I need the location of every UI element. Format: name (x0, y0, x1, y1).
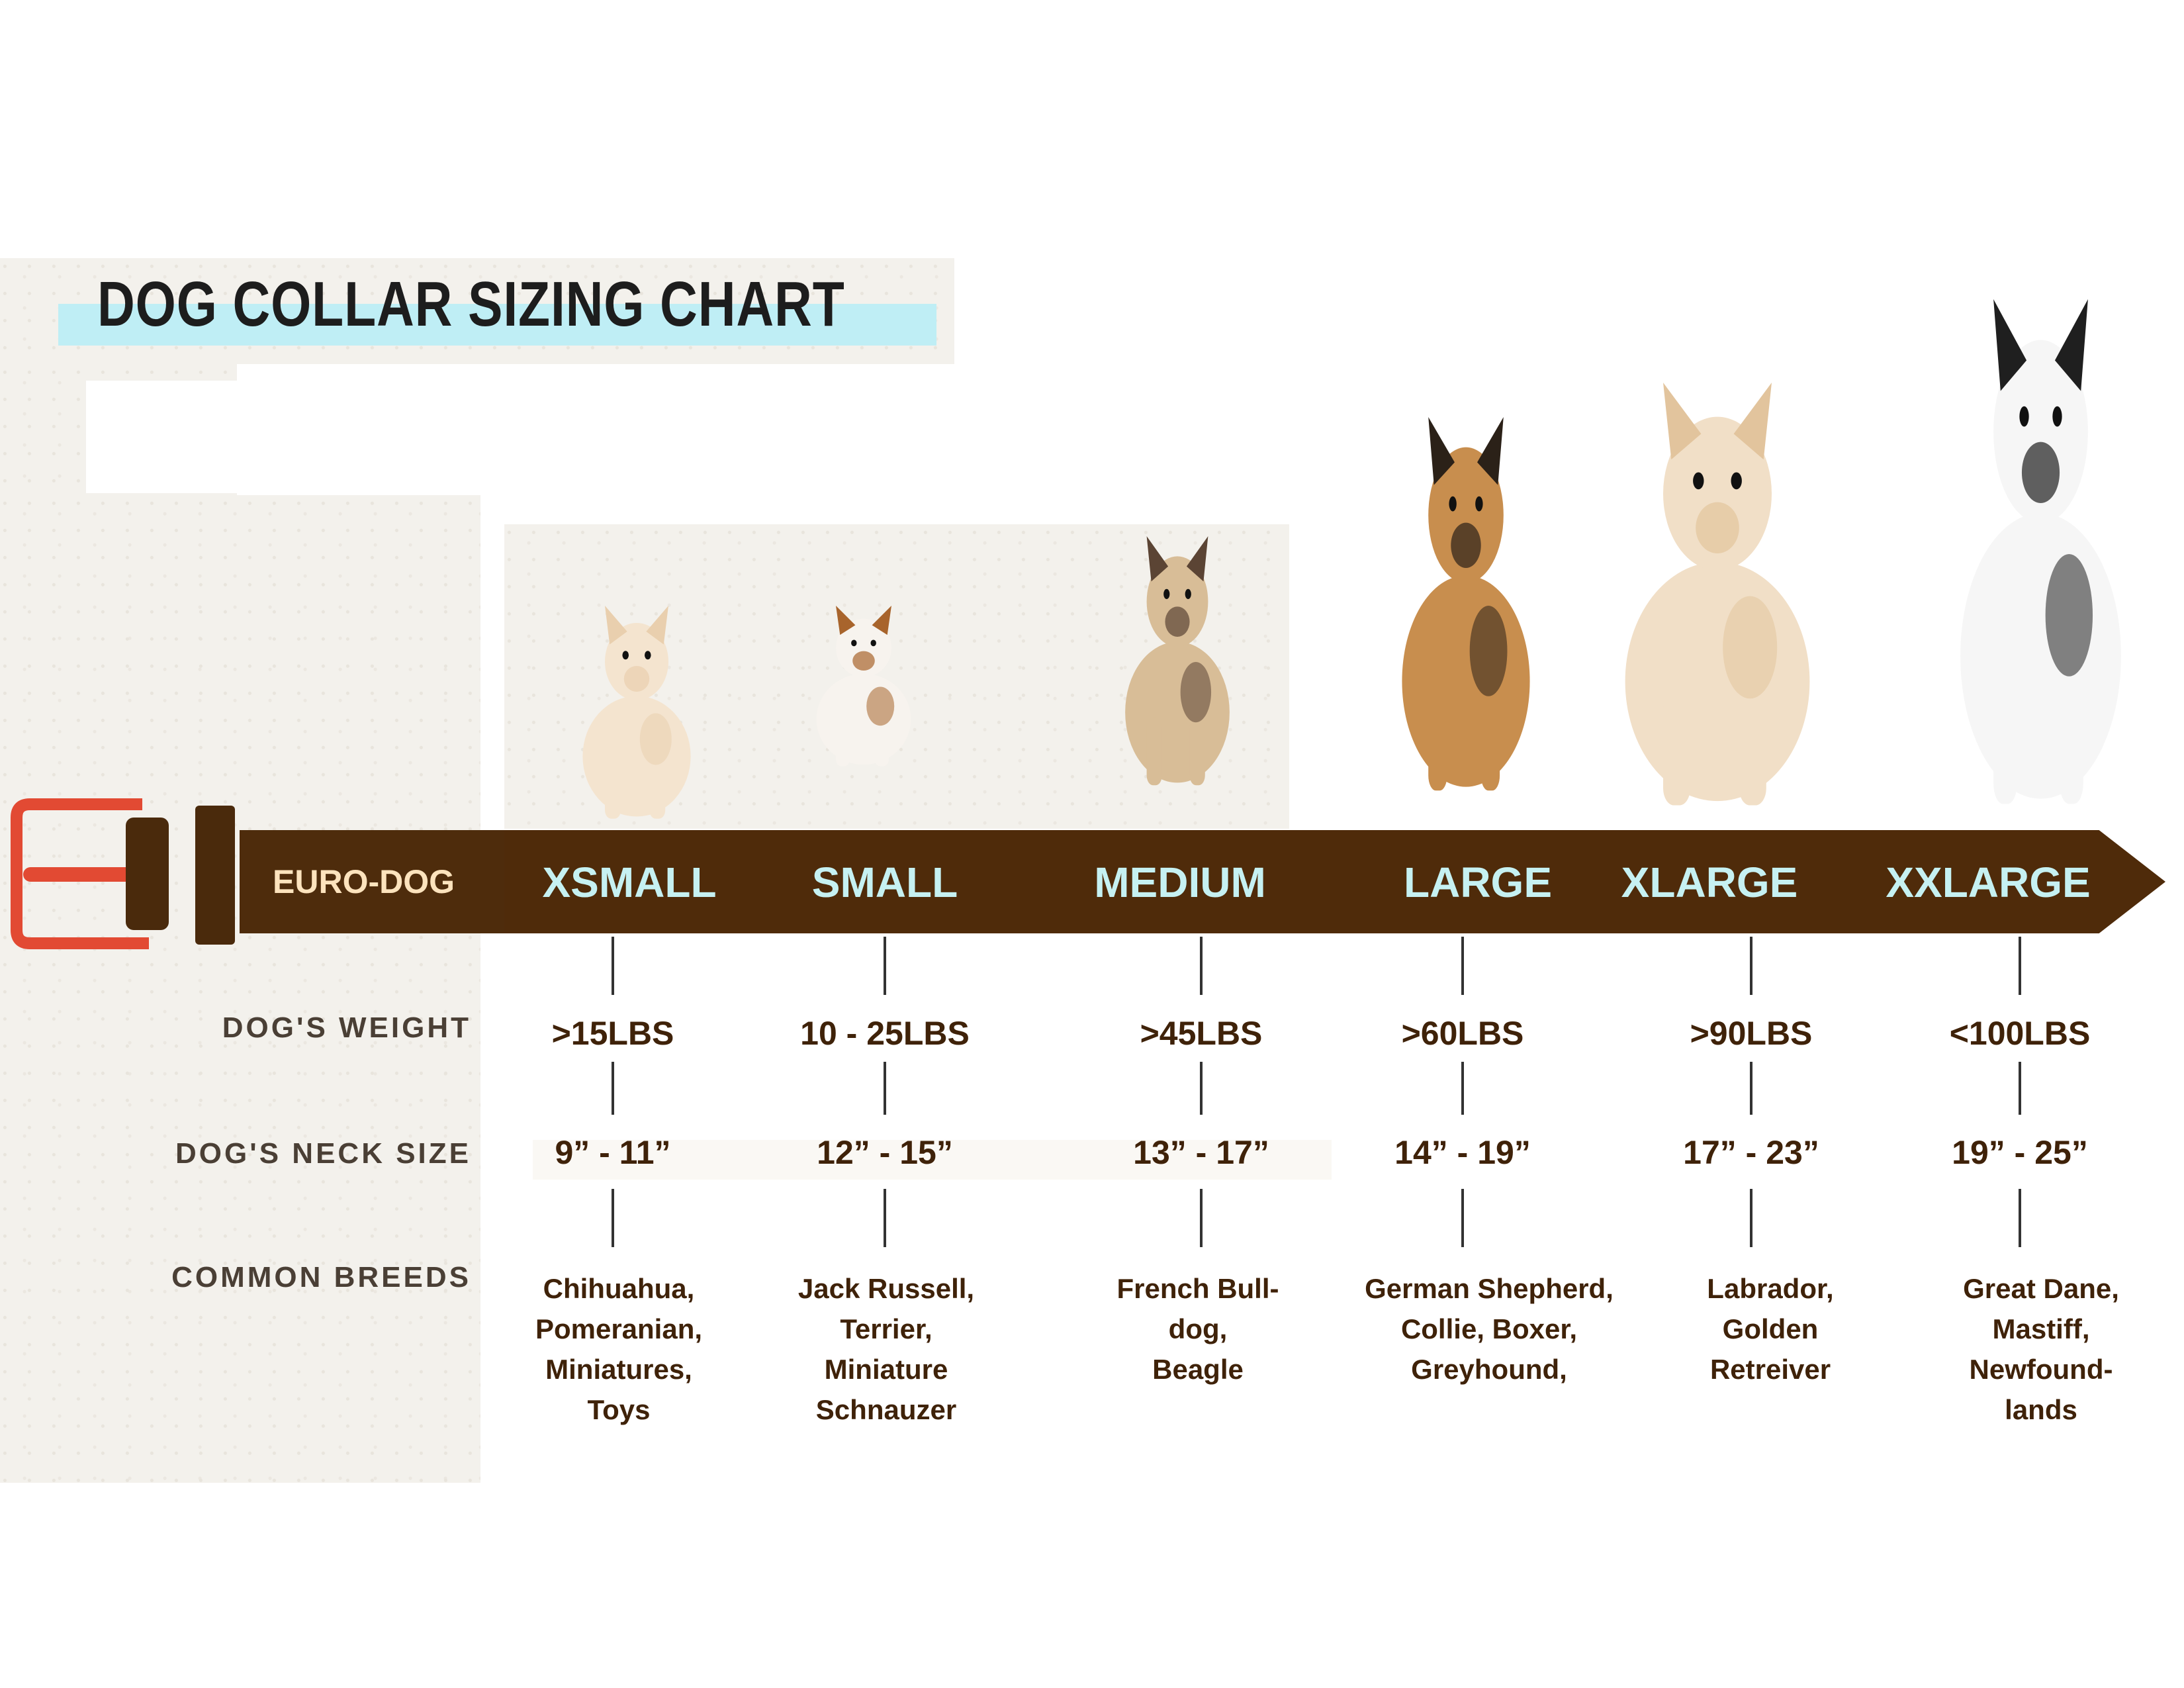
breed-line: Collie, Boxer, (1400, 1313, 1578, 1344)
breeds-list: Jack Russell, Terrier, Miniature Schnauzer (798, 1268, 974, 1430)
weight-value: 10 - 25LBS (800, 1015, 970, 1052)
size-label-xlarge: XLARGE (1621, 859, 1798, 906)
divider-line (884, 1189, 886, 1247)
breed-line: Beagle (1152, 1354, 1244, 1385)
divider-line (884, 937, 886, 995)
divider-line (2019, 937, 2021, 995)
breed-line: Mastiff, (1992, 1313, 2090, 1344)
row-label-breeds: COMMON BREEDS (171, 1261, 471, 1293)
labrador-photo (1625, 383, 1810, 806)
page-title: DOG COLLAR SIZING CHART (97, 269, 845, 340)
size-label-xsmall: XSMALL (542, 859, 717, 906)
row-label-weight: DOG'S WEIGHT (222, 1011, 471, 1044)
breed-line: German Shepherd, (1365, 1273, 1614, 1304)
weight-value: >45LBS (1140, 1015, 1263, 1052)
left-panel-white-gap (86, 381, 237, 493)
breeds-list: Labrador, Golden Retreiver (1707, 1268, 1833, 1389)
divider-line (884, 1062, 886, 1115)
title-highlight (58, 304, 936, 346)
breed-line: Chihuahua, (543, 1273, 695, 1304)
divider-line (1750, 937, 1752, 995)
breeds-list: French Bull-dog, Beagle (1116, 1268, 1279, 1389)
breed-line: lands (2005, 1394, 2077, 1425)
size-label-medium: MEDIUM (1094, 859, 1266, 906)
breed-line: Terrier, (840, 1313, 933, 1344)
collar-belt (504, 830, 2165, 933)
breed-line: Pomeranian, (535, 1313, 703, 1344)
neck-size-value: 9” - 11” (555, 1134, 671, 1171)
great-dane-photo (1960, 299, 2121, 804)
weight-value: >15LBS (551, 1015, 674, 1052)
divider-line (1200, 1189, 1203, 1247)
breed-line: Jack Russell, (797, 1273, 975, 1304)
divider-line (2019, 1189, 2021, 1247)
breed-line: dog, (1168, 1313, 1228, 1344)
weight-value: >90LBS (1690, 1015, 1813, 1052)
french-bulldog-photo (1125, 536, 1230, 786)
size-label-large: LARGE (1404, 859, 1552, 906)
divider-line (1200, 1062, 1203, 1115)
divider-line (1750, 1062, 1752, 1115)
breed-line: Toys (587, 1394, 651, 1425)
neck-size-value: 13” - 17” (1133, 1134, 1269, 1171)
divider-line (612, 937, 614, 995)
jack-russell-photo (816, 606, 911, 767)
neck-size-value: 12” - 15” (817, 1134, 953, 1171)
neck-row-highlight (533, 1140, 1332, 1180)
breed-line: Miniatures, (545, 1354, 692, 1385)
breed-line: Newfound- (1969, 1354, 2113, 1385)
breeds-list: German Shepherd, Collie, Boxer, Greyhound, (1365, 1268, 1614, 1389)
size-label-xxlarge: XXLARGE (1886, 859, 2091, 906)
neck-size-value: 17” - 23” (1683, 1134, 1819, 1171)
divider-line (612, 1189, 614, 1247)
divider-line (1200, 937, 1203, 995)
buckle-icon (11, 798, 235, 949)
breed-line: Labrador, (1707, 1273, 1834, 1304)
weight-value: <100LBS (1949, 1015, 2091, 1052)
breed-line: Miniature (824, 1354, 948, 1385)
size-label-small: SMALL (811, 859, 958, 906)
divider-line (1461, 1189, 1464, 1247)
pomeranian-photo (582, 606, 691, 819)
breeds-list: Great Dane, Mastiff, Newfound-lands (1963, 1268, 2119, 1430)
neck-size-value: 19” - 25” (1952, 1134, 2088, 1171)
breed-line: Golden (1722, 1313, 1819, 1344)
divider-line (612, 1062, 614, 1115)
breeds-list: Chihuahua, Pomeranian, Miniatures, Toys (535, 1268, 702, 1430)
breed-line: Retreiver (1709, 1354, 1831, 1385)
brand-label: EURO-DOG (273, 863, 455, 900)
divider-line (1750, 1189, 1752, 1247)
breed-line: French Bull- (1116, 1273, 1279, 1304)
left-panel-background-wide (0, 495, 480, 1483)
german-shepherd-photo (1402, 417, 1530, 791)
row-label-neck: DOG'S NECK SIZE (175, 1137, 471, 1170)
neck-size-value: 14” - 19” (1394, 1134, 1531, 1171)
breed-line: Greyhound, (1411, 1354, 1567, 1385)
breed-line: Great Dane, (1963, 1273, 2119, 1304)
belt-brand-segment (240, 830, 504, 933)
divider-line (2019, 1062, 2021, 1115)
weight-value: >60LBS (1401, 1015, 1524, 1052)
divider-line (1461, 1062, 1464, 1115)
divider-line (1461, 937, 1464, 995)
breed-line: Schnauzer (815, 1394, 957, 1425)
